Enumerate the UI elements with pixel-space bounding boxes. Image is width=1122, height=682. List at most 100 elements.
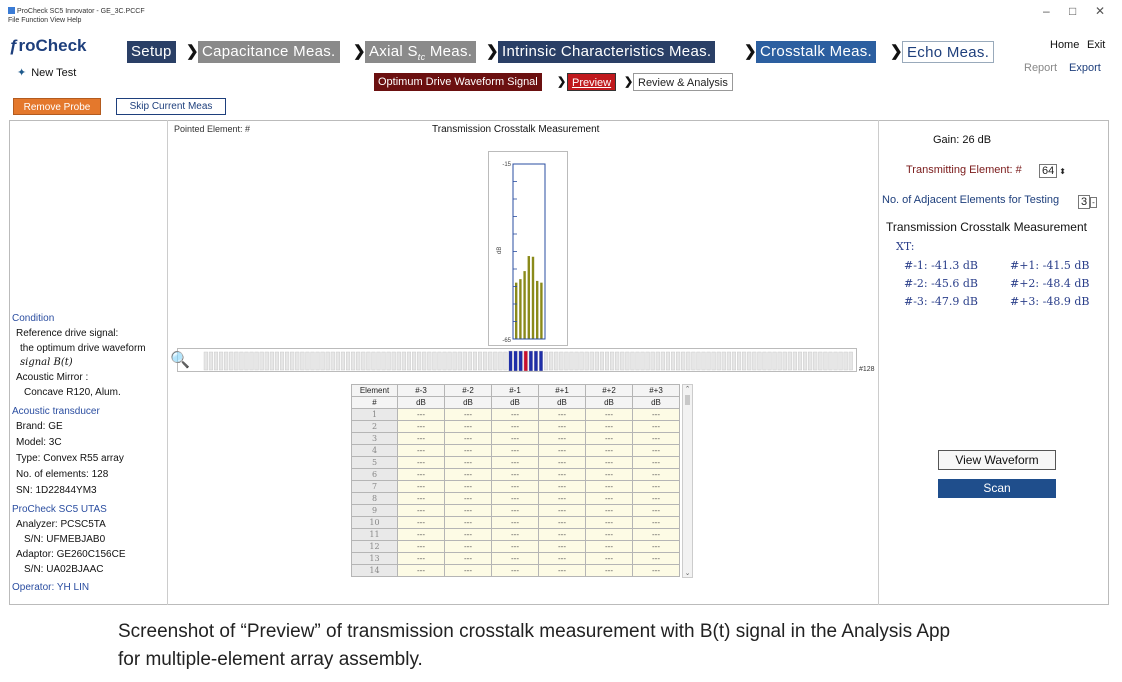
probe-element[interactable] xyxy=(219,351,224,371)
probe-element[interactable] xyxy=(340,351,345,371)
exit-link[interactable]: Exit xyxy=(1087,39,1106,51)
step-axial[interactable]: Axial Stc Meas. xyxy=(365,41,477,63)
probe-element[interactable] xyxy=(797,351,803,371)
probe-element[interactable] xyxy=(574,351,579,371)
close-button[interactable]: ✕ xyxy=(1095,4,1106,18)
probe-element[interactable] xyxy=(782,351,787,371)
probe-element[interactable] xyxy=(493,351,498,371)
probe-element[interactable] xyxy=(762,351,767,371)
step-setup[interactable]: Setup xyxy=(127,41,176,63)
probe-element[interactable] xyxy=(290,351,295,371)
probe-element[interactable] xyxy=(513,350,518,372)
probe-element[interactable] xyxy=(249,351,254,371)
table-scrollbar[interactable]: ⌃ ⌄ xyxy=(682,384,693,578)
probe-element[interactable] xyxy=(584,351,589,371)
adjacent-elements-select[interactable]: 3- xyxy=(1078,192,1097,210)
step-crosstalk[interactable]: Crosstalk Meas. xyxy=(756,41,877,63)
probe-element[interactable] xyxy=(264,351,269,371)
probe-element[interactable] xyxy=(244,351,249,371)
table-row[interactable]: 3 --- --- --- --- --- --- xyxy=(351,432,680,445)
step-capacitance[interactable]: Capacitance Meas. xyxy=(198,41,340,63)
table-row[interactable]: 5 --- --- --- --- --- --- xyxy=(351,456,680,469)
probe-element[interactable] xyxy=(696,351,701,371)
new-test-link[interactable]: ✦ New Test xyxy=(17,66,76,79)
step-intrinsic[interactable]: Intrinsic Characteristics Meas. xyxy=(498,41,716,63)
probe-element[interactable] xyxy=(345,351,351,371)
probe-element[interactable] xyxy=(681,351,686,371)
step-echo[interactable]: Echo Meas. xyxy=(902,41,995,63)
probe-element[interactable] xyxy=(701,351,706,371)
probe-element[interactable] xyxy=(310,351,315,371)
probe-element[interactable] xyxy=(203,351,208,371)
probe-element[interactable] xyxy=(366,351,371,371)
probe-element[interactable] xyxy=(376,351,381,371)
substep-preview[interactable]: Preview xyxy=(567,73,617,91)
probe-element[interactable] xyxy=(254,351,259,371)
table-row[interactable]: 1 --- --- --- --- --- --- xyxy=(351,408,680,421)
probe-element[interactable] xyxy=(742,351,747,371)
probe-element[interactable] xyxy=(676,351,681,371)
probe-element[interactable] xyxy=(706,351,711,371)
table-row[interactable]: 6 --- --- --- --- --- --- xyxy=(351,468,680,481)
probe-element[interactable] xyxy=(721,351,726,371)
probe-element[interactable] xyxy=(305,351,310,371)
probe-element[interactable] xyxy=(462,351,467,371)
probe-element[interactable] xyxy=(523,350,528,372)
export-link[interactable]: Export xyxy=(1069,62,1101,74)
probe-element[interactable] xyxy=(650,351,655,371)
probe-element[interactable] xyxy=(843,351,848,371)
probe-element[interactable] xyxy=(208,351,213,371)
probe-element[interactable] xyxy=(386,351,391,371)
table-row[interactable]: 2 --- --- --- --- --- --- xyxy=(351,420,680,433)
probe-element[interactable] xyxy=(767,351,772,371)
probe-element[interactable] xyxy=(610,351,615,371)
probe-element[interactable] xyxy=(569,351,574,371)
probe-element[interactable] xyxy=(792,351,797,371)
table-row[interactable]: 4 --- --- --- --- --- --- xyxy=(351,444,680,457)
table-row[interactable]: 10 --- --- --- --- --- --- xyxy=(351,516,680,529)
probe-element[interactable] xyxy=(691,351,696,371)
probe-element[interactable] xyxy=(787,351,792,371)
report-link[interactable]: Report xyxy=(1024,62,1058,74)
probe-element[interactable] xyxy=(777,351,782,371)
probe-element[interactable] xyxy=(640,351,645,371)
probe-element[interactable] xyxy=(422,351,427,371)
table-row[interactable]: 11 --- --- --- --- --- --- xyxy=(351,528,680,541)
probe-element[interactable] xyxy=(686,351,691,371)
probe-element[interactable] xyxy=(412,351,417,371)
probe-element[interactable] xyxy=(417,351,422,371)
probe-element[interactable] xyxy=(731,351,737,371)
probe-element[interactable] xyxy=(335,351,340,371)
probe-element[interactable] xyxy=(716,351,721,371)
table-row[interactable]: 13 --- --- --- --- --- --- xyxy=(351,552,680,565)
probe-element[interactable] xyxy=(772,351,777,371)
probe-element[interactable] xyxy=(533,350,538,372)
probe-element[interactable] xyxy=(554,351,559,371)
probe-element[interactable] xyxy=(538,350,544,372)
minimize-button[interactable]: – xyxy=(1043,4,1050,18)
probe-element[interactable] xyxy=(437,351,442,371)
probe-element[interactable] xyxy=(498,351,503,371)
probe-element[interactable] xyxy=(315,351,320,371)
substep-optimum-drive[interactable]: Optimum Drive Waveform Signal xyxy=(374,73,542,91)
probe-element[interactable] xyxy=(564,351,569,371)
probe-element[interactable] xyxy=(838,351,843,371)
probe-element[interactable] xyxy=(234,351,239,371)
probe-element[interactable] xyxy=(351,351,356,371)
probe-element[interactable] xyxy=(848,351,853,371)
spinner-arrows-icon[interactable]: ⬍ xyxy=(1059,167,1066,176)
probe-element[interactable] xyxy=(447,351,452,371)
probe-element[interactable] xyxy=(269,351,274,371)
probe-element[interactable] xyxy=(320,351,325,371)
probe-element[interactable] xyxy=(757,351,762,371)
probe-element[interactable] xyxy=(381,351,386,371)
probe-element[interactable] xyxy=(508,350,513,372)
probe-element[interactable] xyxy=(285,351,290,371)
probe-element[interactable] xyxy=(259,351,264,371)
probe-element[interactable] xyxy=(665,351,670,371)
probe-element[interactable] xyxy=(828,351,833,371)
probe-element[interactable] xyxy=(752,351,757,371)
tx-element-spinner[interactable]: 64 ⬍ xyxy=(1039,161,1066,179)
probe-element[interactable] xyxy=(432,351,437,371)
probe-element[interactable] xyxy=(599,351,604,371)
